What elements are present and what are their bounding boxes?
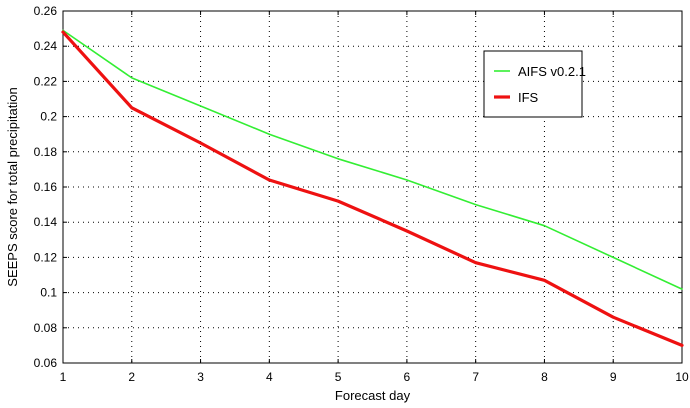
y-tick-label: 0.26 xyxy=(34,4,58,18)
y-tick-label: 0.08 xyxy=(34,321,58,335)
x-tick-label: 8 xyxy=(541,370,548,384)
y-tick-label: 0.2 xyxy=(40,110,57,124)
x-tick-label: 4 xyxy=(266,370,273,384)
y-axis-label: SEEPS score for total precipitation xyxy=(5,87,20,286)
x-tick-label: 2 xyxy=(128,370,135,384)
y-tick-label: 0.1 xyxy=(40,286,57,300)
y-tick-label: 0.24 xyxy=(34,39,58,53)
legend-box xyxy=(483,50,583,118)
x-tick-label: 5 xyxy=(335,370,342,384)
x-tick-label: 7 xyxy=(472,370,479,384)
series-line-ifs xyxy=(61,30,684,347)
y-tick-label: 0.18 xyxy=(34,145,58,159)
x-tick-label: 3 xyxy=(197,370,204,384)
y-tick-label: 0.22 xyxy=(34,74,58,88)
y-tick-label: 0.14 xyxy=(34,215,58,229)
x-axis-label: Forecast day xyxy=(335,388,411,403)
y-tick-label: 0.16 xyxy=(34,180,58,194)
series-layer xyxy=(61,29,684,347)
legend-label-ifs: IFS xyxy=(518,90,539,105)
y-tick-label: 0.12 xyxy=(34,250,58,264)
legend-label-aifs: AIFS v0.2.1 xyxy=(518,64,586,79)
x-tick-label: 6 xyxy=(404,370,411,384)
legend: AIFS v0.2.1 IFS xyxy=(483,50,586,118)
x-tick-label: 9 xyxy=(610,370,617,384)
y-tick-label: 0.06 xyxy=(34,356,58,370)
series-line-aifs-v0-2-1 xyxy=(62,29,683,290)
gridlines xyxy=(63,11,682,363)
x-tick-label: 10 xyxy=(675,370,689,384)
x-tick-label: 1 xyxy=(60,370,67,384)
axis-ticks: 1 2 3 4 5 6 7 8 9 10 0.06 0.08 0.1 0.12 0.14 0.16 0.18 0.… xyxy=(34,4,689,384)
